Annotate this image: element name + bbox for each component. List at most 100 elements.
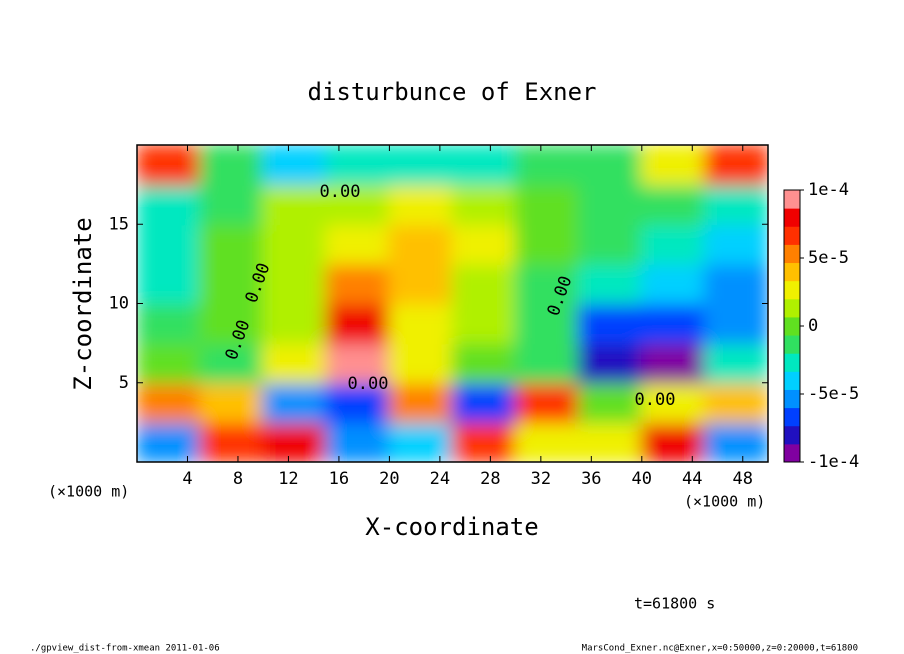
cell (325, 302, 391, 345)
y-tick-label: 10 (109, 294, 129, 314)
cell (451, 262, 517, 305)
x-tick-label: 8 (233, 469, 243, 489)
x-tick-label: 28 (480, 469, 500, 489)
contour-label: 0.00 (320, 182, 361, 202)
cell (703, 145, 768, 186)
cell (640, 223, 706, 265)
cell (703, 262, 768, 305)
colorbar-step (784, 443, 800, 463)
x-tick-label: 36 (581, 469, 601, 489)
x-tick-label: 44 (682, 469, 702, 489)
cell (451, 421, 517, 462)
cell (703, 421, 768, 462)
cell (199, 381, 265, 424)
cell (640, 421, 706, 462)
cell (514, 145, 580, 186)
y-tick-label: 15 (109, 214, 129, 234)
cell (262, 302, 328, 345)
cell (703, 223, 768, 265)
cell (199, 421, 265, 462)
cell (514, 381, 580, 424)
colorbar-step (784, 316, 800, 336)
colorbar-step (784, 371, 800, 390)
time-label: t=61800 s (634, 595, 715, 613)
cell (640, 183, 706, 226)
cell (577, 145, 643, 186)
x-tick-label: 12 (278, 469, 298, 489)
colorbar-tick-label: 1e-4 (808, 180, 849, 200)
field (137, 145, 768, 462)
cell (137, 302, 202, 345)
x-tick-label: 4 (182, 469, 192, 489)
cell (514, 342, 580, 384)
cell (640, 302, 706, 345)
colorbar-step (784, 208, 800, 227)
cell (451, 223, 517, 265)
footer-right: MarsCond_Exner.nc@Exner,x=0:50000,z=0:20… (582, 644, 858, 654)
cell (514, 223, 580, 265)
colorbar-step (784, 335, 800, 354)
x-unit-left: (×1000 m) (48, 483, 129, 501)
cell (451, 183, 517, 226)
cell (577, 262, 643, 305)
colorbar-tick-label: 5e-5 (808, 248, 849, 268)
x-tick-label: 48 (733, 469, 753, 489)
cell (325, 262, 391, 305)
x-unit-right: (×1000 m) (684, 493, 765, 511)
cell (514, 262, 580, 305)
colorbar-step (784, 425, 800, 445)
contour-label: 0.00 (348, 374, 389, 394)
cell (388, 342, 454, 384)
x-tick-label: 24 (430, 469, 450, 489)
footer-left: ./gpview_dist-from-xmean 2011-01-06 (30, 644, 220, 654)
cell (703, 302, 768, 345)
cell (388, 223, 454, 265)
cell (325, 342, 391, 384)
cell (137, 183, 202, 226)
x-tick-label: 16 (329, 469, 349, 489)
colorbar-step (784, 353, 800, 372)
cell (640, 342, 706, 384)
colorbar-step (784, 407, 800, 427)
cell (262, 183, 328, 226)
colorbar-step (784, 389, 800, 409)
cell (325, 381, 391, 424)
colorbar-tick-label: -5e-5 (808, 384, 859, 404)
cell (514, 183, 580, 226)
cell (199, 262, 265, 305)
cell (451, 381, 517, 424)
cell (577, 342, 643, 384)
cell (514, 421, 580, 462)
cell (640, 262, 706, 305)
cell (325, 421, 391, 462)
x-tick-label: 20 (379, 469, 399, 489)
cell (199, 302, 265, 345)
cell (577, 223, 643, 265)
x-tick-label: 40 (632, 469, 652, 489)
colorbar-step (784, 298, 800, 318)
cell (388, 262, 454, 305)
y-tick-label: 5 (119, 373, 129, 393)
cell (325, 145, 391, 186)
cell (262, 145, 328, 186)
cell (137, 223, 202, 265)
colorbar-step (784, 280, 800, 300)
cell (137, 381, 202, 424)
cell (640, 381, 706, 424)
cell (388, 421, 454, 462)
cell (199, 223, 265, 265)
cell (703, 183, 768, 226)
cell (703, 381, 768, 424)
cell (451, 145, 517, 186)
contour-label: 0.00 (635, 390, 676, 410)
cell (451, 302, 517, 345)
colorbar-step (784, 262, 800, 282)
cell (703, 342, 768, 384)
cell (451, 342, 517, 384)
cell (325, 183, 391, 226)
cell (514, 302, 580, 345)
cell (199, 145, 265, 186)
cell (262, 381, 328, 424)
cell (325, 223, 391, 265)
